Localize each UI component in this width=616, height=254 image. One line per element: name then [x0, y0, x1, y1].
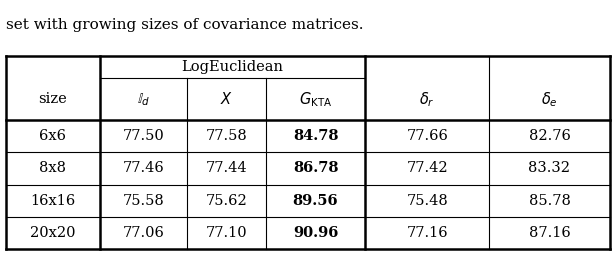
Text: set with growing sizes of covariance matrices.: set with growing sizes of covariance mat…	[6, 18, 363, 32]
Text: 83.32: 83.32	[529, 162, 570, 176]
Text: 75.48: 75.48	[407, 194, 448, 208]
Text: $G_{\mathrm{KTA}}$: $G_{\mathrm{KTA}}$	[299, 90, 332, 109]
Text: 90.96: 90.96	[293, 226, 338, 240]
Text: $\delta_r$: $\delta_r$	[419, 90, 435, 109]
Text: 89.56: 89.56	[293, 194, 338, 208]
Text: 77.50: 77.50	[123, 129, 164, 143]
Text: 87.16: 87.16	[529, 226, 570, 240]
Text: 75.62: 75.62	[206, 194, 248, 208]
Text: 16x16: 16x16	[30, 194, 76, 208]
Text: 20x20: 20x20	[30, 226, 76, 240]
Text: 77.46: 77.46	[123, 162, 164, 176]
Text: 77.66: 77.66	[407, 129, 448, 143]
Text: 77.06: 77.06	[123, 226, 164, 240]
Text: 86.78: 86.78	[293, 162, 338, 176]
Text: 75.58: 75.58	[123, 194, 164, 208]
Text: 77.42: 77.42	[407, 162, 448, 176]
Text: 77.16: 77.16	[407, 226, 448, 240]
Text: $\mathbb{I}_d$: $\mathbb{I}_d$	[137, 91, 150, 108]
Text: 84.78: 84.78	[293, 129, 338, 143]
Text: 77.10: 77.10	[206, 226, 247, 240]
Text: 77.44: 77.44	[206, 162, 247, 176]
Text: 77.58: 77.58	[206, 129, 248, 143]
Text: 85.78: 85.78	[529, 194, 570, 208]
Text: 6x6: 6x6	[39, 129, 67, 143]
Text: LogEuclidean: LogEuclidean	[182, 60, 283, 74]
Text: size: size	[39, 92, 67, 106]
Text: $\delta_e$: $\delta_e$	[541, 90, 558, 109]
Text: 82.76: 82.76	[529, 129, 570, 143]
Text: 8x8: 8x8	[39, 162, 67, 176]
Text: $X$: $X$	[220, 91, 233, 107]
